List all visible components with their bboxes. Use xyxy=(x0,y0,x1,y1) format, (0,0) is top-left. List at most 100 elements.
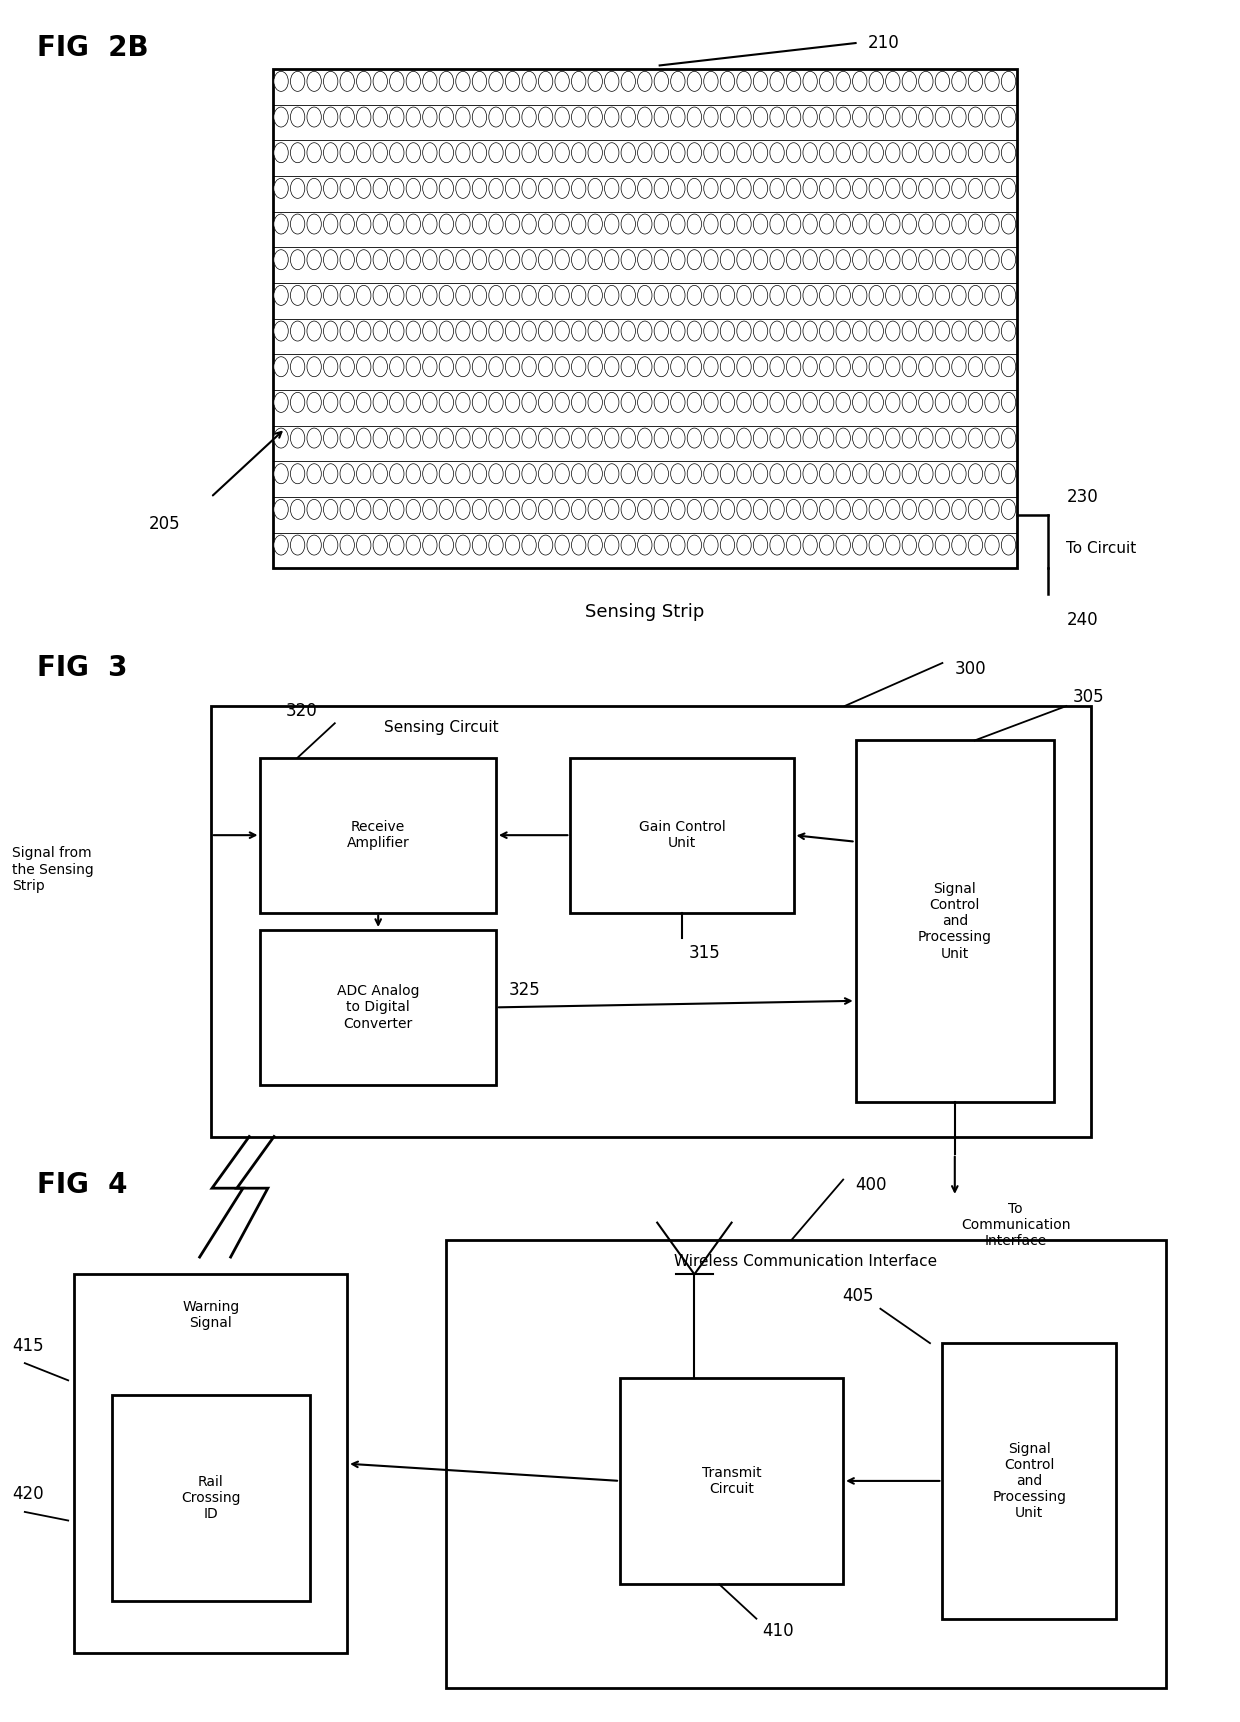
Circle shape xyxy=(605,143,619,162)
Circle shape xyxy=(836,463,851,484)
Circle shape xyxy=(786,393,801,412)
Circle shape xyxy=(472,71,486,91)
Circle shape xyxy=(935,286,950,305)
Text: 400: 400 xyxy=(856,1176,887,1193)
Circle shape xyxy=(885,320,900,341)
Circle shape xyxy=(621,499,635,520)
Circle shape xyxy=(538,393,553,412)
Circle shape xyxy=(903,429,916,448)
Bar xyxy=(260,758,496,913)
Circle shape xyxy=(357,179,371,198)
Circle shape xyxy=(671,536,684,554)
Circle shape xyxy=(903,356,916,377)
Circle shape xyxy=(506,320,520,341)
Circle shape xyxy=(968,286,982,305)
Circle shape xyxy=(820,356,833,377)
Circle shape xyxy=(489,286,503,305)
Circle shape xyxy=(885,143,900,162)
Circle shape xyxy=(489,429,503,448)
Circle shape xyxy=(439,250,454,270)
Text: 320: 320 xyxy=(285,703,317,720)
Circle shape xyxy=(407,463,420,484)
Circle shape xyxy=(340,499,355,520)
Circle shape xyxy=(489,107,503,127)
Circle shape xyxy=(407,356,420,377)
Circle shape xyxy=(572,320,585,341)
Circle shape xyxy=(770,499,784,520)
Text: 410: 410 xyxy=(763,1622,795,1639)
Circle shape xyxy=(655,71,668,91)
Circle shape xyxy=(324,286,337,305)
Circle shape xyxy=(621,536,635,554)
Circle shape xyxy=(885,179,900,198)
Text: 420: 420 xyxy=(12,1486,45,1503)
Circle shape xyxy=(786,463,801,484)
Circle shape xyxy=(423,286,436,305)
Circle shape xyxy=(340,107,355,127)
Bar xyxy=(260,930,496,1085)
Circle shape xyxy=(324,250,337,270)
Circle shape xyxy=(804,429,817,448)
Circle shape xyxy=(456,499,470,520)
Circle shape xyxy=(903,143,916,162)
Circle shape xyxy=(522,320,536,341)
Circle shape xyxy=(621,250,635,270)
Text: Rail
Crossing
ID: Rail Crossing ID xyxy=(181,1476,241,1521)
Circle shape xyxy=(373,214,387,234)
Circle shape xyxy=(786,320,801,341)
Circle shape xyxy=(439,393,454,412)
Circle shape xyxy=(472,429,486,448)
Circle shape xyxy=(786,429,801,448)
Circle shape xyxy=(506,499,520,520)
Bar xyxy=(942,1343,1116,1619)
Circle shape xyxy=(308,356,321,377)
Circle shape xyxy=(704,393,718,412)
Circle shape xyxy=(720,393,734,412)
Circle shape xyxy=(804,320,817,341)
Circle shape xyxy=(389,393,404,412)
Circle shape xyxy=(869,107,883,127)
Circle shape xyxy=(671,143,684,162)
Circle shape xyxy=(489,143,503,162)
Circle shape xyxy=(439,356,454,377)
Circle shape xyxy=(720,286,734,305)
Circle shape xyxy=(324,320,337,341)
Text: 240: 240 xyxy=(1066,611,1099,629)
Circle shape xyxy=(572,143,585,162)
Circle shape xyxy=(522,499,536,520)
Circle shape xyxy=(687,71,702,91)
Circle shape xyxy=(373,463,387,484)
Circle shape xyxy=(655,107,668,127)
Circle shape xyxy=(357,429,371,448)
Circle shape xyxy=(704,143,718,162)
Circle shape xyxy=(274,107,288,127)
Circle shape xyxy=(985,393,999,412)
Circle shape xyxy=(687,250,702,270)
Circle shape xyxy=(290,356,305,377)
Circle shape xyxy=(1002,356,1016,377)
Circle shape xyxy=(538,143,553,162)
Circle shape xyxy=(952,499,966,520)
Circle shape xyxy=(820,393,833,412)
Circle shape xyxy=(439,107,454,127)
Circle shape xyxy=(423,393,436,412)
Text: FIG  2B: FIG 2B xyxy=(37,34,149,62)
Circle shape xyxy=(572,71,585,91)
Circle shape xyxy=(308,179,321,198)
Circle shape xyxy=(968,179,982,198)
Circle shape xyxy=(836,429,851,448)
Circle shape xyxy=(407,499,420,520)
Text: 230: 230 xyxy=(1066,487,1099,506)
Circle shape xyxy=(770,356,784,377)
Circle shape xyxy=(308,214,321,234)
Circle shape xyxy=(820,250,833,270)
Circle shape xyxy=(804,536,817,554)
Circle shape xyxy=(885,536,900,554)
Circle shape xyxy=(704,71,718,91)
Circle shape xyxy=(274,463,288,484)
Circle shape xyxy=(935,143,950,162)
Circle shape xyxy=(968,250,982,270)
Circle shape xyxy=(588,71,603,91)
Circle shape xyxy=(968,463,982,484)
Text: Transmit
Circuit: Transmit Circuit xyxy=(702,1465,761,1496)
